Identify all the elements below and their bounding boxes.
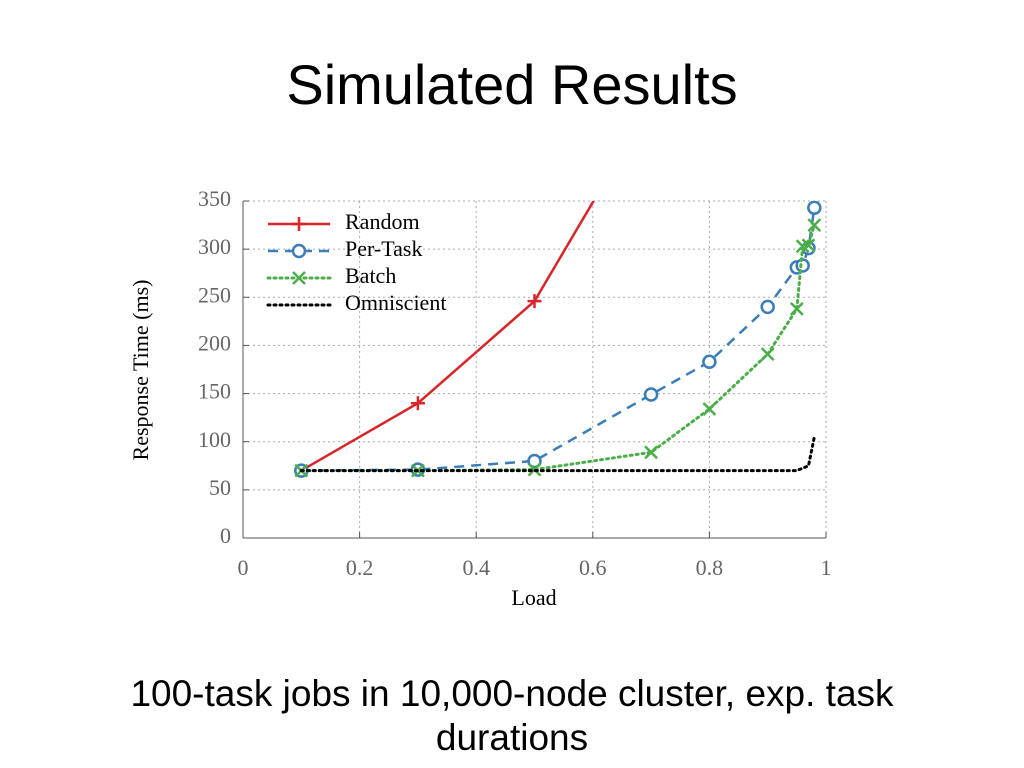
y-tick-label: 0 [220, 523, 231, 548]
point [644, 445, 658, 460]
x-axis-label: Load [511, 585, 556, 610]
point [789, 301, 804, 316]
legend-marker [291, 243, 307, 259]
x-tick-label: 0.6 [579, 555, 607, 580]
x-tick-label: 0.2 [346, 555, 374, 580]
legend-label: Omniscient [345, 290, 446, 315]
point [760, 299, 775, 315]
y-tick-label: 250 [198, 282, 231, 307]
x-tick-label: 0.4 [462, 555, 490, 580]
point [615, 146, 629, 160]
y-axis-label: Response Time (ms) [128, 280, 153, 461]
point [807, 201, 822, 215]
caption: 100-task jobs in 10,000-node cluster, ex… [130, 673, 894, 758]
y-tick-label: 50 [209, 475, 231, 500]
y-tick-label: 100 [198, 427, 231, 452]
series-line [300, 201, 596, 472]
legend-marker [292, 271, 306, 285]
point [410, 396, 425, 411]
point [702, 354, 717, 370]
series-line [299, 435, 816, 473]
y-tick-label: 300 [198, 234, 231, 259]
point [527, 294, 542, 309]
legend-label: Random [345, 209, 420, 234]
x-tick-label: 0.8 [696, 555, 724, 580]
slide-title: Simulated Results [286, 53, 738, 116]
y-tick-label: 350 [198, 186, 231, 211]
point [643, 387, 659, 402]
y-tick-label: 150 [198, 379, 231, 404]
legend-label: Per-Task [345, 236, 422, 261]
legend-marker [292, 217, 306, 231]
legend-label: Batch [345, 263, 396, 288]
point [527, 453, 542, 469]
point [702, 402, 717, 416]
series-line [301, 207, 816, 472]
point [760, 347, 775, 361]
point [801, 238, 816, 253]
point [807, 218, 822, 232]
plot-area [294, 146, 822, 478]
x-tick-label: 0 [238, 555, 249, 580]
x-tick-label: 1 [821, 555, 832, 580]
y-tick-label: 200 [198, 330, 231, 355]
